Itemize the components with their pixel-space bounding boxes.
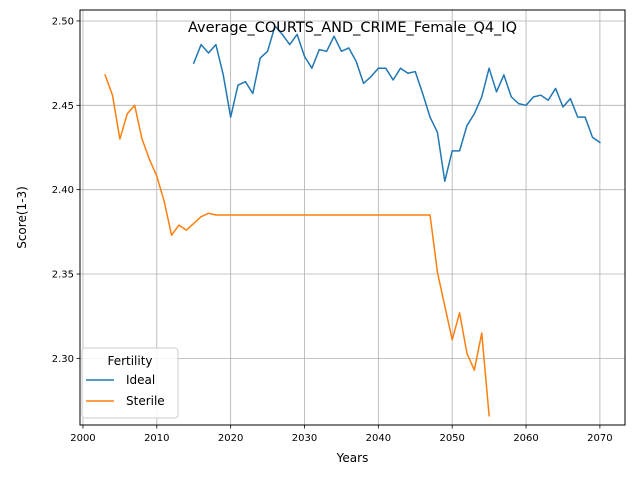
y-tick-label: 2.40 <box>52 185 74 196</box>
chart-title: Average_COURTS_AND_CRIME_Female_Q4_IQ <box>188 20 517 36</box>
x-tick-label: 2060 <box>513 433 538 444</box>
plot-frame <box>79 9 626 426</box>
series-line-ideal <box>192 25 601 182</box>
x-tick-label: 2020 <box>218 433 243 444</box>
series-lines <box>104 25 601 417</box>
x-tick-label: 2070 <box>587 433 612 444</box>
legend-label-ideal: Ideal <box>126 373 155 387</box>
x-tick-label: 2000 <box>70 433 95 444</box>
y-tick-label: 2.50 <box>52 16 74 27</box>
y-axis-label: Score(1-3) <box>15 186 29 249</box>
x-tick-label: 2050 <box>439 433 464 444</box>
x-axis-label: Years <box>336 451 369 465</box>
x-tick-label: 2040 <box>366 433 391 444</box>
legend: Fertility Ideal Sterile <box>81 347 179 419</box>
legend-title: Fertility <box>107 354 152 368</box>
y-tick-label: 2.30 <box>52 354 74 365</box>
y-tick-label: 2.35 <box>52 270 74 281</box>
series-line-sterile <box>104 73 490 417</box>
y-tick-label: 2.45 <box>52 101 74 112</box>
axis-ticks: 2000 2010 2020 2030 2040 2050 2060 2070 2.30 2.35… <box>52 16 613 444</box>
x-tick-label: 2030 <box>292 433 317 444</box>
x-tick-label: 2010 <box>144 433 169 444</box>
legend-label-sterile: Sterile <box>126 394 165 408</box>
